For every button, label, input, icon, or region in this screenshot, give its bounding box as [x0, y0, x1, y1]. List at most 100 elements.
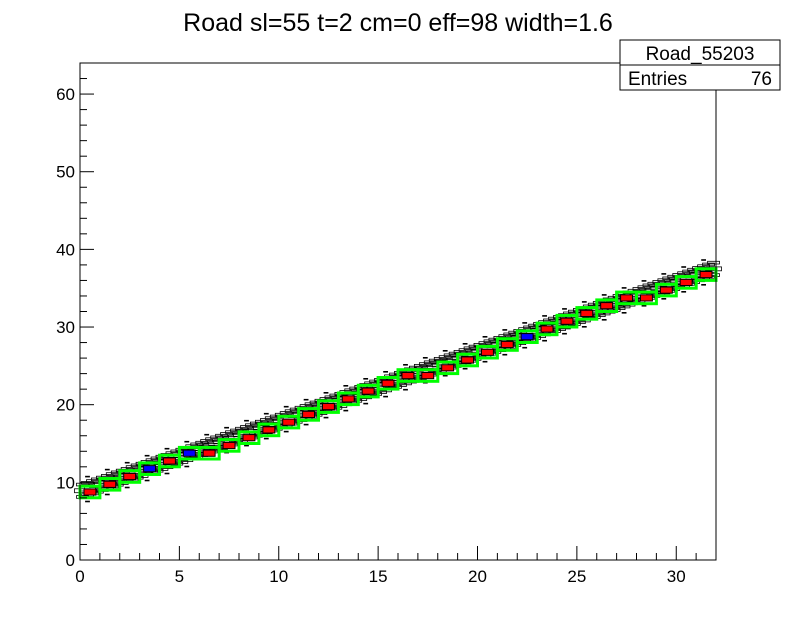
- sub-bin-box: [303, 398, 309, 401]
- sub-bin-box: [110, 470, 124, 475]
- sub-bin-box: [661, 297, 667, 300]
- sub-bin-box: [279, 411, 293, 415]
- road-bin-outline: [436, 360, 460, 376]
- road-bin-fill: [163, 457, 176, 465]
- road-bin-fill: [500, 340, 514, 349]
- sub-bin-box: [681, 290, 687, 293]
- road-bin: [674, 275, 698, 290]
- sub-bin-box: [85, 500, 90, 503]
- road-bin: [595, 298, 619, 313]
- road-bin-fill: [322, 403, 335, 411]
- sub-bin-box: [422, 356, 428, 359]
- stats-box: Road_55203 Entries 76: [619, 39, 781, 91]
- sub-bin-box: [244, 444, 249, 447]
- road-bin: [138, 461, 162, 476]
- stats-box-name: Road_55203: [646, 44, 755, 65]
- sub-bin-box: [283, 405, 289, 408]
- sub-bin-box: [522, 322, 528, 324]
- sub-bin-box: [442, 349, 448, 352]
- road-bin-fill: [481, 348, 494, 356]
- sub-bin-box: [240, 425, 253, 429]
- sub-bin-box: [259, 418, 273, 422]
- road-bin-outline: [654, 282, 678, 298]
- road-bin-fill: [222, 441, 236, 450]
- road-bin: [476, 344, 499, 360]
- road-bin-outline: [217, 438, 241, 453]
- sub-bin-box: [522, 346, 528, 349]
- stats-box-entries-value: 76: [751, 69, 772, 90]
- sub-bin-box: [184, 465, 190, 468]
- y-tick-label: 50: [56, 163, 75, 182]
- road-bin-outline: [535, 321, 559, 337]
- road-bin: [297, 407, 321, 422]
- road-bin-fill: [461, 356, 475, 364]
- sub-bin-box: [701, 283, 706, 286]
- y-tick-label: 0: [66, 551, 75, 570]
- sub-bin-box: [81, 481, 94, 485]
- sub-bin-box: [124, 486, 130, 489]
- sub-bin-box: [343, 384, 349, 387]
- sub-bin-box: [323, 391, 329, 394]
- road-bin-fill: [640, 294, 653, 302]
- road-bin-outline: [416, 368, 440, 383]
- road-bin-fill: [401, 372, 415, 380]
- sub-bin-box: [343, 409, 349, 412]
- road-bin-fill: [143, 465, 157, 473]
- road-bin-fill: [242, 434, 256, 442]
- road-bin: [158, 453, 181, 469]
- sub-bin-box: [195, 440, 209, 445]
- sub-bin-box: [363, 402, 369, 405]
- sub-bin-box: [581, 325, 587, 328]
- road-bin-outline: [277, 414, 301, 430]
- sub-bin-box: [542, 339, 547, 342]
- road-bin: [575, 306, 599, 321]
- road-bin-fill: [520, 333, 534, 341]
- sub-bin-box: [462, 367, 468, 370]
- sub-bin-box: [144, 454, 150, 457]
- road-bin-fill: [182, 449, 196, 457]
- sub-bin-box: [707, 260, 720, 265]
- sub-bin-box: [502, 353, 508, 356]
- road-bin-fill: [361, 387, 375, 395]
- sub-bin-box: [204, 433, 210, 436]
- road-bin-fill: [441, 364, 455, 372]
- x-tick-label: 30: [667, 567, 686, 586]
- y-tick-label: 40: [56, 240, 75, 259]
- sub-bin-box: [104, 493, 110, 496]
- x-tick-label: 10: [269, 567, 288, 586]
- sub-bin-box: [637, 285, 651, 289]
- road-bin-outline: [595, 298, 619, 313]
- road-bin: [515, 329, 539, 344]
- stats-box-entries-label: Entries: [628, 69, 687, 90]
- sub-bin-box: [601, 294, 607, 296]
- sub-bin-box: [383, 395, 389, 398]
- sub-bin-box: [85, 475, 90, 478]
- sub-bin-box: [244, 419, 249, 422]
- sub-bin-box: [324, 395, 338, 399]
- road-bin-outline: [197, 445, 221, 461]
- road-bin-outline: [376, 376, 400, 391]
- sub-bin-box: [621, 311, 627, 314]
- axes-layer: 0 5 10 15 20 25 30 0 10 20 30 40 50 60: [56, 62, 717, 586]
- sub-bin-box: [403, 388, 408, 391]
- sub-bin-box: [482, 335, 488, 338]
- road-bin: [118, 469, 142, 484]
- road-bin-outline: [635, 290, 658, 306]
- road-bin-fill: [83, 488, 97, 496]
- sub-bin-box: [657, 278, 671, 282]
- sub-bin-box: [442, 374, 448, 377]
- road-bin: [535, 321, 559, 337]
- road-bin-fill: [620, 294, 633, 302]
- sub-bin-box: [164, 447, 170, 450]
- road-bin: [277, 414, 301, 430]
- sub-bin-box: [681, 266, 687, 268]
- road-bin: [336, 391, 360, 407]
- road-bin-outline: [476, 344, 499, 360]
- road-bin-outline: [98, 477, 122, 492]
- road-bin-fill: [381, 379, 395, 387]
- y-tick-label: 10: [56, 473, 75, 492]
- sub-bin-box: [283, 430, 289, 433]
- sub-bin-box: [478, 341, 492, 345]
- road-bin: [317, 399, 340, 414]
